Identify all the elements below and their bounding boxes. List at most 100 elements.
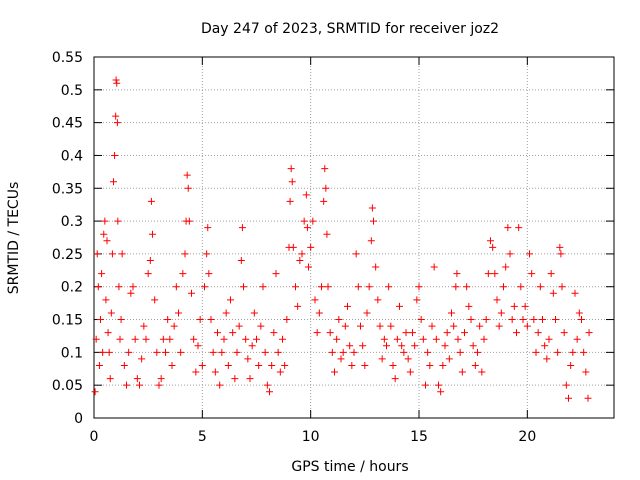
data-point	[376, 322, 384, 330]
data-point	[409, 329, 416, 337]
data-point	[417, 316, 425, 324]
data-point	[279, 335, 286, 343]
data-point	[233, 348, 241, 356]
data-point	[523, 322, 531, 330]
data-point	[113, 79, 121, 87]
data-point	[115, 283, 123, 291]
data-point	[101, 217, 109, 225]
data-point	[515, 224, 523, 232]
data-point	[261, 348, 269, 356]
data-point	[413, 296, 421, 304]
data-point	[172, 283, 180, 291]
data-point	[94, 283, 102, 291]
data-point	[194, 342, 202, 350]
data-point	[201, 283, 208, 291]
data-point	[374, 296, 382, 304]
data-point	[222, 309, 230, 317]
data-point	[142, 335, 150, 343]
data-point	[370, 217, 377, 225]
x-tick-label: 10	[302, 429, 320, 445]
data-point	[127, 289, 135, 297]
data-point	[341, 322, 349, 330]
data-point	[113, 119, 121, 127]
data-point	[387, 322, 395, 330]
data-point	[344, 302, 351, 310]
data-point	[402, 329, 410, 337]
data-point	[118, 250, 126, 258]
y-tick-label: 0.25	[52, 247, 83, 263]
data-point	[534, 329, 542, 337]
data-point	[504, 224, 512, 232]
data-point	[237, 256, 245, 264]
data-point	[147, 197, 155, 205]
data-point	[439, 361, 447, 369]
data-point	[294, 302, 302, 310]
data-point	[328, 348, 336, 356]
data-point	[567, 361, 575, 369]
data-point	[474, 348, 481, 356]
data-point	[216, 381, 224, 389]
data-point	[422, 381, 429, 389]
axis-ticks: 0 0.05 0.1 0.15 0.2 0.25 0.3 0.35 0.4 0.45 0.5 0.55…	[52, 50, 614, 445]
data-point	[456, 348, 464, 356]
data-point	[361, 361, 369, 369]
data-point	[391, 375, 399, 383]
data-point	[104, 329, 112, 337]
data-point	[242, 335, 250, 343]
data-point	[461, 329, 468, 337]
x-tick-label: 15	[410, 429, 428, 445]
data-point	[209, 348, 217, 356]
data-point	[493, 296, 501, 304]
data-point	[263, 381, 271, 389]
data-point	[487, 237, 494, 245]
data-point	[430, 263, 438, 271]
y-tick-label: 0.05	[52, 378, 83, 394]
data-point	[441, 342, 449, 350]
data-point	[415, 283, 423, 291]
data-point	[411, 342, 419, 350]
data-series	[91, 76, 593, 402]
data-point	[484, 270, 492, 278]
data-point	[153, 348, 161, 356]
data-point	[326, 329, 334, 337]
data-point	[372, 263, 380, 271]
data-point	[467, 316, 475, 324]
data-point	[238, 224, 246, 232]
data-point	[281, 361, 289, 369]
data-point	[465, 302, 473, 310]
data-point	[323, 230, 331, 238]
data-point	[177, 348, 185, 356]
data-point	[404, 355, 412, 363]
data-point	[367, 237, 375, 245]
data-point	[565, 394, 572, 402]
data-point	[320, 197, 328, 205]
data-point	[116, 335, 124, 343]
data-point	[159, 335, 167, 343]
data-point	[117, 316, 125, 324]
data-point	[558, 283, 566, 291]
data-point	[250, 309, 258, 317]
data-point	[229, 329, 237, 337]
data-point	[224, 361, 232, 369]
data-point	[98, 270, 106, 278]
data-point	[170, 322, 178, 330]
data-point	[432, 335, 440, 343]
data-point	[95, 361, 103, 369]
data-point	[363, 309, 371, 317]
data-point	[545, 335, 553, 343]
data-point	[560, 329, 568, 337]
data-point	[348, 361, 356, 369]
data-point	[272, 270, 280, 278]
data-point	[389, 361, 397, 369]
data-point	[489, 243, 497, 251]
data-point	[318, 283, 325, 291]
data-point	[103, 237, 111, 245]
data-point	[585, 329, 593, 337]
data-point	[495, 322, 503, 330]
data-point	[547, 270, 555, 278]
data-point	[313, 329, 321, 337]
data-point	[528, 270, 536, 278]
data-point	[359, 342, 367, 350]
data-point	[204, 224, 212, 232]
data-point	[184, 184, 192, 192]
